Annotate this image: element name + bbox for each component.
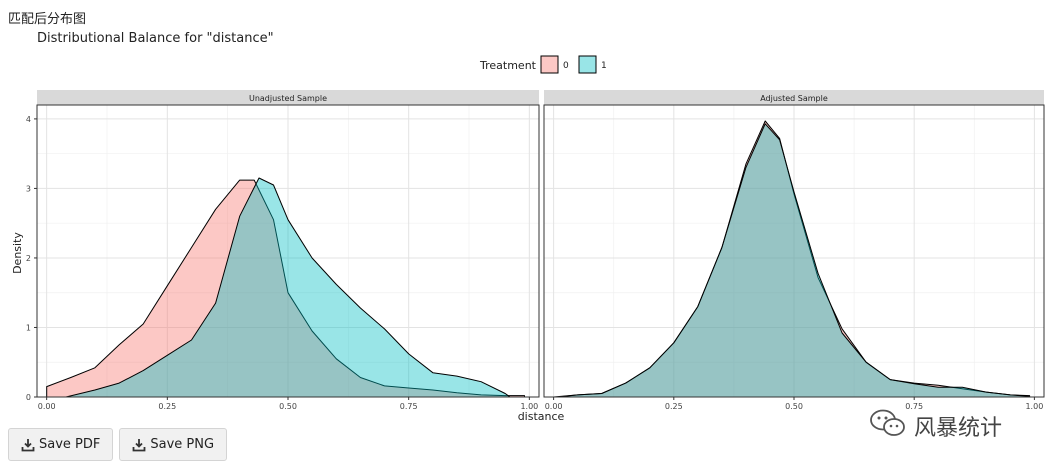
- facet-1-y-tick-label: 3: [26, 184, 31, 193]
- download-icon: [21, 438, 35, 452]
- facet-2-strip: [544, 90, 1044, 105]
- facet-1-y-tick-label: 2: [26, 254, 31, 263]
- legend-key-1: [578, 55, 597, 74]
- facet-1-x-tick-label: 0.25: [158, 402, 176, 411]
- y-axis-label: Density: [11, 232, 24, 274]
- watermark: 风暴统计: [868, 408, 1002, 444]
- button-row: Save PDF Save PNG: [8, 428, 228, 461]
- facet-2-density-treatment-1: [557, 123, 1031, 398]
- facet-1-y-tick-label: 4: [26, 115, 31, 124]
- chart-title: Distributional Balance for "distance": [37, 31, 274, 46]
- save-png-label: Save PNG: [150, 437, 215, 452]
- legend-label-0: 0: [563, 61, 569, 71]
- legend-key-0: [540, 55, 559, 74]
- facet-1-density-treatment-1: [65, 177, 511, 398]
- facet-1-x-tick-label: 1.00: [520, 402, 538, 411]
- facet-1-y-tick-label: 1: [26, 323, 31, 332]
- facet-2-x-tick-label: 0.25: [665, 402, 683, 411]
- facet-2-strip-label: Adjusted Sample: [760, 94, 828, 103]
- facet-1-density-treatment-0: [46, 179, 525, 398]
- facet-2-x-tick-label: 0.00: [545, 402, 563, 411]
- wechat-icon: [868, 408, 908, 444]
- x-axis-label: distance: [518, 410, 565, 423]
- facet-1-strip-label: Unadjusted Sample: [249, 94, 327, 103]
- facet-1-y-tick-label: 0: [26, 393, 31, 402]
- facet-2-x-tick-label: 0.75: [905, 402, 923, 411]
- facet-2-x-tick-label: 0.50: [785, 402, 803, 411]
- facet-1-x-tick-label: 0.75: [400, 402, 418, 411]
- legend-label-1: 1: [601, 61, 607, 71]
- facet-2-x-tick-label: 1.00: [1025, 402, 1043, 411]
- watermark-text: 风暴统计: [914, 416, 1003, 441]
- density-plot: Distributional Balance for "distance" Tre…: [11, 31, 1045, 423]
- save-pdf-label: Save PDF: [39, 437, 101, 452]
- save-pdf-button[interactable]: Save PDF: [8, 428, 114, 461]
- facet-1-strip: [37, 90, 539, 105]
- facet-1-x-tick-label: 0.50: [279, 402, 297, 411]
- facet-1-x-tick-label: 0.00: [38, 402, 56, 411]
- legend-title: Treatment: [479, 59, 537, 72]
- download-icon: [132, 438, 146, 452]
- page-header: 匹配后分布图: [8, 12, 87, 27]
- save-png-button[interactable]: Save PNG: [119, 428, 228, 461]
